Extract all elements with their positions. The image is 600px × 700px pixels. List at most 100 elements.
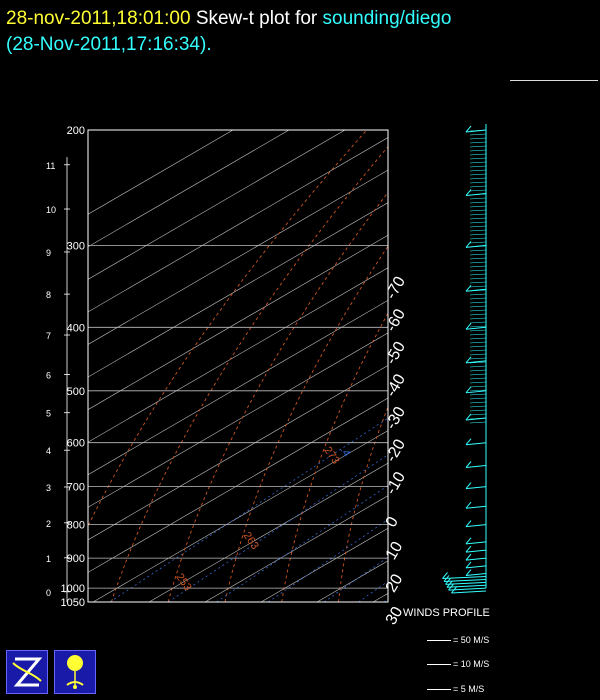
mixing-ratio-line — [435, 170, 600, 602]
wind-barb-fill — [469, 349, 487, 352]
wind-barb-fill — [469, 333, 487, 336]
barb-10-icon — [427, 664, 451, 666]
wind-legend-10: = 10 M/S — [427, 659, 489, 669]
wind-barb-fill — [469, 401, 487, 404]
wind-barb-fill — [469, 413, 487, 416]
height-tick-label: 3 — [46, 483, 51, 493]
wind-barb-fill — [469, 169, 487, 172]
wind-barb-flag — [465, 553, 472, 561]
wind-barb-fill — [469, 269, 487, 272]
wind-barb-fill — [469, 145, 487, 148]
dry-adiabat-line — [452, 130, 600, 602]
mixing-ratio-line — [421, 170, 600, 602]
isotherm-line — [88, 332, 388, 508]
plot-title: 28-nov-2011,18:01:00 Skew-t plot for sou… — [6, 6, 451, 31]
wind-barb-fill — [469, 253, 487, 256]
pressure-tick-label: 500 — [67, 386, 85, 398]
wind-barb-fill — [469, 389, 487, 392]
wind-barb-staff — [465, 565, 487, 569]
wind-barb-staff — [465, 524, 487, 528]
isotherm-line — [485, 130, 600, 602]
barb-50-icon — [427, 640, 451, 642]
wind-barb-flag — [465, 520, 472, 527]
wind-barb-fill — [469, 181, 487, 184]
wind-barb-fill — [469, 301, 487, 304]
mixing-ratio-line — [448, 170, 600, 602]
zebra-logo-icon[interactable] — [6, 650, 48, 694]
height-tick-label: 2 — [46, 519, 51, 529]
wind-barb-fill — [469, 241, 487, 244]
wind-barb-staff — [465, 541, 487, 545]
wind-barb-fill — [469, 265, 487, 268]
wind-barb-fill — [469, 297, 487, 300]
mixing-ratio-line — [404, 170, 600, 602]
pressure-tick-label: 200 — [67, 125, 85, 137]
dry-adiabat-label: 293 — [478, 292, 498, 314]
isotherm-line — [429, 130, 600, 602]
wind-barb-fill — [469, 201, 487, 204]
wind-barb-fill — [469, 369, 487, 372]
mixing-ratio-line — [168, 454, 388, 602]
temperature-tick-label: -10 — [383, 469, 409, 498]
pressure-tick-label: 300 — [67, 240, 85, 252]
dry-adiabat-labels: 2532632732832933033133233333433533633733… — [173, 215, 578, 594]
isotherm-line — [88, 137, 388, 313]
isotherm-line — [316, 560, 388, 602]
plot-frame — [87, 129, 389, 603]
wind-barb-flag — [465, 501, 472, 509]
chart-grid: 2532632732832933033133233333433533633733… — [88, 130, 600, 602]
wind-barb-fill — [469, 233, 487, 236]
isotherm-line — [260, 527, 388, 602]
chart-axes: 2003004005006007008009001000105001234567… — [46, 125, 409, 628]
height-tick-label: 4 — [46, 446, 51, 456]
wind-barb-fill — [469, 345, 487, 348]
wind-barb-fill — [469, 277, 487, 280]
wind-barb-fill — [469, 133, 487, 136]
wind-barb-fill — [469, 229, 487, 232]
wind-barb-fill — [469, 149, 487, 152]
height-tick-label: 9 — [46, 248, 51, 258]
wind-barb-fill — [469, 193, 487, 196]
wind-barb-staff — [448, 587, 487, 591]
wind-barb-flag — [465, 189, 472, 196]
grid-lines — [88, 130, 600, 602]
title-source: sounding/diego — [322, 8, 452, 29]
dry-adiabat-label: 303 — [558, 215, 578, 237]
temperature-tick-label: -70 — [383, 274, 409, 303]
mixing-ratio-label: 4 — [487, 445, 500, 457]
isotherm-line — [88, 130, 290, 248]
wind-barb-fill — [469, 329, 487, 332]
pressure-tick-label: 1050 — [61, 597, 85, 609]
wind-barb-fill — [469, 405, 487, 408]
wind-barb-fill — [469, 361, 487, 364]
wind-barb-staff — [465, 557, 487, 561]
wind-barb-staff — [445, 581, 487, 585]
pressure-tick-label: 900 — [67, 553, 85, 565]
wind-barb-staff — [465, 486, 487, 490]
plot-subtitle: (28-Nov-2011,17:16:34). — [6, 34, 212, 55]
wind-barb-fill — [469, 261, 487, 264]
wind-barb-fill — [469, 237, 487, 240]
wind-barb-flag — [465, 125, 472, 133]
pressure-tick-label: 600 — [67, 438, 85, 450]
wind-barb-staff — [465, 288, 487, 292]
dry-adiabat-line — [395, 130, 579, 602]
isotherm-line — [92, 430, 388, 602]
balloon-logo-icon[interactable] — [54, 650, 96, 694]
temperature-tick-label: -50 — [383, 339, 409, 368]
pressure-tick-label: 400 — [67, 322, 85, 334]
isotherm-line — [148, 462, 388, 602]
wind-barb-fill — [469, 185, 487, 188]
wind-barb-fill — [469, 309, 487, 312]
wind-barb-fill — [469, 421, 487, 424]
wind-barb-staff — [446, 584, 487, 588]
isotherm-line — [372, 592, 388, 602]
wind-barb-flag — [442, 572, 448, 579]
mixing-ratio-line — [383, 598, 388, 602]
wind-barb-fill — [469, 257, 487, 260]
isotherm-line — [204, 495, 388, 602]
height-tick-label: 10 — [46, 205, 56, 215]
temperature-tick-label: -20 — [383, 436, 409, 465]
isotherm-line — [88, 169, 388, 345]
